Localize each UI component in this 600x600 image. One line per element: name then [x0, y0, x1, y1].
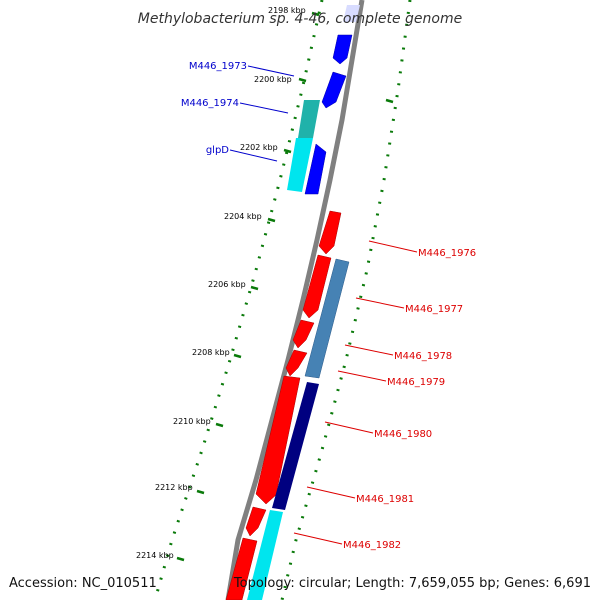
- forward-inner-genes: [287, 100, 320, 192]
- leader-m446-1977: [355, 297, 405, 309]
- gene-label-m446-1978[interactable]: M446_1978: [394, 351, 452, 362]
- tick-mark: [215, 422, 224, 428]
- tick-label: 2212 kbp: [155, 483, 193, 492]
- tick-label: 2198 kbp: [268, 6, 306, 15]
- leader-m446-1976: [368, 240, 418, 253]
- genome-backbone: [225, 0, 365, 600]
- gene-label-m446-1973[interactable]: M446_1973: [189, 61, 247, 72]
- gene-label-m446-1980[interactable]: M446_1980: [374, 429, 432, 440]
- gene-block-steelblue[interactable]: [304, 258, 350, 379]
- gene-block-teal[interactable]: [298, 100, 320, 138]
- tick-label: 2200 kbp: [254, 75, 292, 84]
- dotted-rings: [153, 0, 412, 600]
- leader-glpd: [229, 149, 278, 162]
- tick-mark: [298, 77, 307, 83]
- gene-block-cyan[interactable]: [247, 510, 283, 600]
- map-title: Methylobacterium sp. 4-46, complete geno…: [138, 11, 462, 27]
- tick-mark: [267, 217, 276, 223]
- gene-arrow-m446-1980[interactable]: [255, 375, 301, 505]
- tick-mark: [283, 148, 292, 154]
- gene-arrow-m446-1977[interactable]: [302, 254, 332, 319]
- gene-label-glpd[interactable]: glpD: [206, 145, 229, 156]
- gene-label-m446-1982[interactable]: M446_1982: [343, 540, 401, 551]
- forward-strand-genes: [304, 5, 360, 195]
- leader-m446-1981: [306, 486, 356, 499]
- tick-label: 2204 kbp: [224, 212, 262, 221]
- tick-mark: [311, 11, 320, 17]
- tick-label: 2202 kbp: [240, 143, 278, 152]
- tick-mark: [385, 98, 394, 104]
- accession-text: Accession: NC_010511: [9, 576, 157, 591]
- gene-arrow-m446-1974[interactable]: [321, 71, 347, 109]
- gene-label-m446-1981[interactable]: M446_1981: [356, 494, 414, 505]
- leader-m446-1980: [324, 421, 374, 434]
- leader-m446-1974: [239, 102, 289, 114]
- reverse-strand-genes: [225, 210, 342, 600]
- tick-label: 2208 kbp: [192, 348, 230, 357]
- gene-arrow-m446-1978[interactable]: [292, 319, 315, 349]
- gene-arrow-m446-1973[interactable]: [332, 34, 353, 65]
- gene-arrow-m446-1982[interactable]: [225, 537, 258, 600]
- leader-m446-1979: [337, 370, 387, 382]
- reverse-inner-genes: [247, 258, 350, 600]
- gene-block-cyan[interactable]: [287, 138, 313, 192]
- gene-label-m446-1979[interactable]: M446_1979: [387, 377, 445, 388]
- gene-labels: M446_1973 M446_1974 glpD M446_1976 M446_…: [181, 61, 476, 551]
- gene-arrow-m446-1981[interactable]: [245, 506, 267, 537]
- gene-block-navy[interactable]: [272, 382, 319, 510]
- leader-m446-1982: [293, 532, 343, 545]
- tick-label: 2210 kbp: [173, 417, 211, 426]
- tick-mark: [250, 285, 259, 291]
- tick-label: 2206 kbp: [208, 280, 246, 289]
- gene-arrow-m446-1976[interactable]: [318, 210, 342, 255]
- tick-mark: [233, 353, 242, 359]
- leader-lines: [229, 65, 418, 545]
- scale-ticks: 2198 kbp 2200 kbp 2202 kbp 2204 kbp 2206…: [136, 6, 394, 562]
- tick-mark: [176, 556, 185, 562]
- leader-m446-1973: [247, 65, 295, 77]
- gene-arrow-m446-1979[interactable]: [285, 349, 308, 377]
- gene-label-m446-1974[interactable]: M446_1974: [181, 98, 239, 109]
- tick-label: 2214 kbp: [136, 551, 174, 560]
- gene-arrow-faint[interactable]: [343, 5, 360, 22]
- leader-m446-1978: [344, 344, 394, 356]
- gene-arrow-glpd[interactable]: [304, 143, 327, 195]
- inner-dotted-ring: [153, 0, 324, 600]
- tick-mark: [196, 489, 205, 495]
- gene-label-m446-1977[interactable]: M446_1977: [405, 304, 463, 315]
- gene-label-m446-1976[interactable]: M446_1976: [418, 248, 476, 259]
- genome-summary-text: Topology: circular; Length: 7,659,055 bp…: [233, 576, 591, 591]
